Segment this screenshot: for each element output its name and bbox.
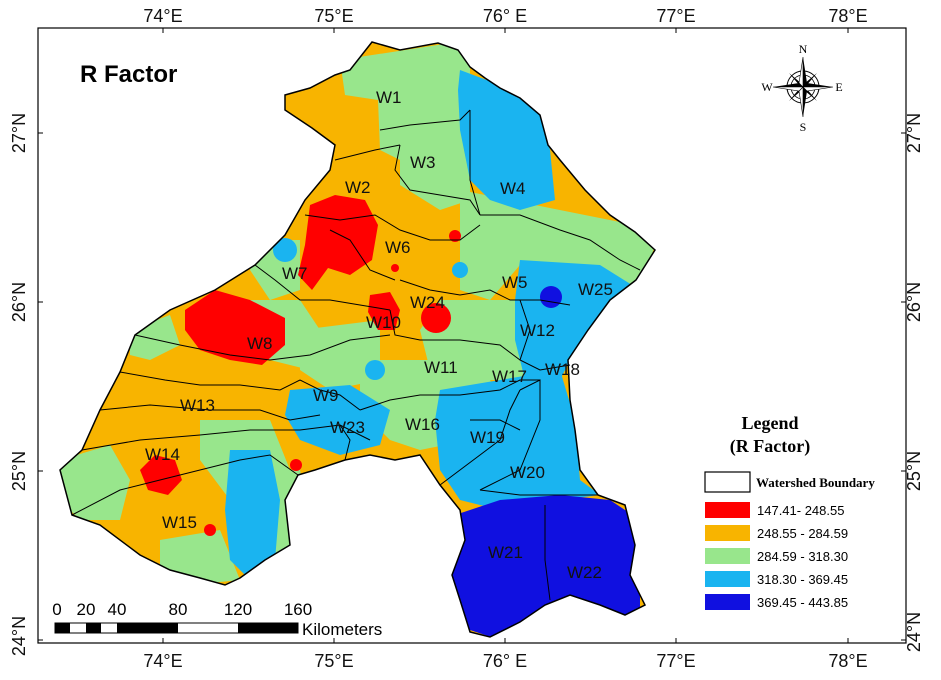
scale-tick-label: 80 <box>169 600 188 619</box>
region-boundary <box>59 41 656 638</box>
watershed-label: W10 <box>366 313 401 332</box>
watershed-label: W17 <box>492 367 527 386</box>
lon-label-bottom: 78°E <box>828 651 867 671</box>
watershed-label: W18 <box>545 360 580 379</box>
watershed-label: W14 <box>145 445 180 464</box>
legend-swatch <box>705 502 750 518</box>
legend-swatch <box>705 571 750 587</box>
watershed-label: W23 <box>330 418 365 437</box>
scale-tick-label: 20 <box>77 600 96 619</box>
lat-label-left: 24°N <box>9 616 29 656</box>
lon-label-top: 76° E <box>483 6 527 26</box>
watershed-label: W15 <box>162 513 197 532</box>
scale-tick-label: 160 <box>284 600 312 619</box>
watershed-label: W1 <box>376 88 402 107</box>
compass-s: S <box>800 120 807 134</box>
map-title: R Factor <box>80 61 177 88</box>
legend-label-boundary: Watershed Boundary <box>756 475 875 490</box>
lat-label-right: 25°N <box>904 451 924 491</box>
scale-unit: Kilometers <box>302 620 382 639</box>
legend-title: Legend <box>741 413 798 433</box>
watershed-label: W21 <box>488 543 523 562</box>
legend-class-label: 248.55 - 284.59 <box>757 526 848 541</box>
watershed-label: W5 <box>502 273 528 292</box>
watershed-label: W2 <box>345 178 371 197</box>
lon-label-top: 75°E <box>314 6 353 26</box>
lon-label-top: 74°E <box>143 6 182 26</box>
lon-label-top: 78°E <box>828 6 867 26</box>
watershed-label: W25 <box>578 280 613 299</box>
watershed-label: W19 <box>470 428 505 447</box>
watershed-label: W3 <box>410 153 436 172</box>
legend-swatch <box>705 594 750 610</box>
watershed-label: W8 <box>247 334 273 353</box>
lat-label-left: 25°N <box>9 451 29 491</box>
legend-class-label: 318.30 - 369.45 <box>757 572 848 587</box>
lat-label-right: 26°N <box>904 282 924 322</box>
legend-swatch <box>705 548 750 564</box>
watershed-label: W6 <box>385 238 411 257</box>
lon-label-bottom: 76° E <box>483 651 527 671</box>
watershed-label: W16 <box>405 415 440 434</box>
watershed-label: W20 <box>510 463 545 482</box>
lat-label-right: 27°N <box>904 113 924 153</box>
legend-class-label: 369.45 - 443.85 <box>757 595 848 610</box>
watershed-label: W7 <box>282 264 308 283</box>
graticule-ticks <box>38 28 906 643</box>
legend-subtitle: (R Factor) <box>730 436 810 457</box>
watershed-label: W22 <box>567 563 602 582</box>
legend: Legend (R Factor) Watershed Boundary 147… <box>704 413 875 610</box>
watershed-label: W13 <box>180 396 215 415</box>
lat-label-right: 24°N <box>904 612 924 652</box>
lat-label-left: 27°N <box>9 113 29 153</box>
watershed-label: W24 <box>410 293 445 312</box>
legend-class-label: 284.59 - 318.30 <box>757 549 848 564</box>
legend-class-label: 147.41- 248.55 <box>757 503 844 518</box>
watershed-label: W4 <box>500 179 526 198</box>
lon-label-top: 77°E <box>656 6 695 26</box>
scale-bar: 0 20 40 80 120 160 Kilometers <box>52 600 382 639</box>
lat-label-left: 26°N <box>9 282 29 322</box>
compass-rose-icon: N S E W <box>761 42 842 134</box>
legend-swatch <box>705 525 750 541</box>
compass-n: N <box>799 42 808 56</box>
watershed-label: W12 <box>520 321 555 340</box>
lon-label-bottom: 77°E <box>656 651 695 671</box>
lon-label-bottom: 75°E <box>314 651 353 671</box>
watershed-label: W11 <box>424 358 458 377</box>
scale-tick-label: 0 <box>52 600 61 619</box>
compass-w: W <box>761 80 773 94</box>
scale-tick-label: 40 <box>108 600 127 619</box>
watershed-label: W9 <box>313 386 339 405</box>
watershed-boundaries <box>71 109 641 601</box>
compass-e: E <box>835 80 842 94</box>
scale-tick-label: 120 <box>224 600 252 619</box>
legend-swatch-boundary <box>704 471 751 493</box>
lon-label-bottom: 74°E <box>143 651 182 671</box>
